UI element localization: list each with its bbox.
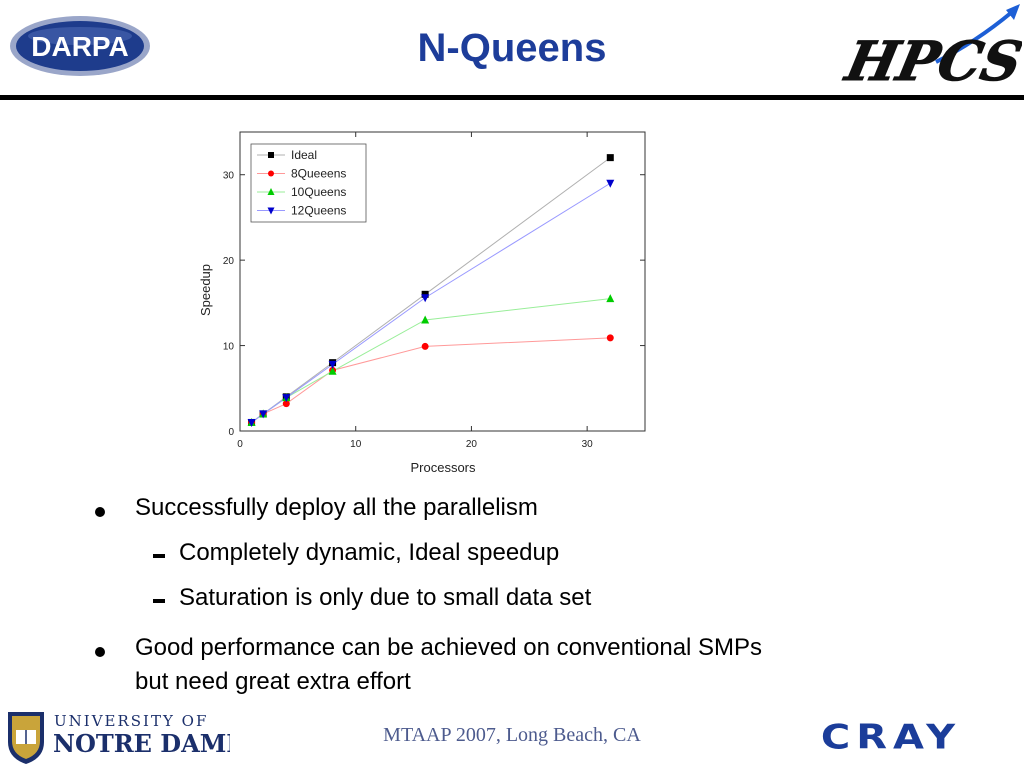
bullet-text-continued: but need great extra effort (135, 668, 411, 695)
y-tick-label: 10 (223, 342, 235, 353)
x-tick-label: 20 (466, 439, 478, 450)
legend-marker (267, 207, 275, 215)
hpcs-logo: HPCS (838, 4, 1022, 90)
data-point-12Queens (259, 410, 268, 419)
bullet-text: Good performance can be achieved on conv… (135, 634, 763, 661)
data-point-12Queens (282, 394, 291, 403)
data-point-10Queens (606, 294, 615, 303)
footer-text: MTAAP 2007, Long Beach, CA (383, 724, 641, 746)
y-tick-label: 20 (223, 256, 235, 267)
sub-bullet-dash (153, 599, 165, 603)
hpcs-logo-text: HPCS (839, 30, 1022, 90)
data-point-8Queeens (606, 334, 614, 342)
speedup-chart: 0 10 20 30 0 10 20 30 Ideal 8Queeens 10Queens 12Que… (198, 131, 646, 475)
data-point-12Queens (328, 360, 337, 369)
cray-logo-text: CRAY (821, 717, 961, 756)
x-tick-label: 0 (237, 439, 243, 450)
sub-bullet-text: Completely dynamic, Ideal speedup (179, 539, 560, 566)
bullet-dot (95, 647, 105, 657)
legend-label: 8Queeens (291, 167, 346, 181)
data-point-Ideal (606, 154, 614, 162)
bullet-dot (95, 507, 105, 517)
legend-marker (267, 188, 275, 195)
notre-dame-logo: UNIVERSITY OF NOTRE DAME (8, 712, 230, 764)
x-axis-label: Processors (410, 460, 476, 475)
bullet-text: Successfully deploy all the parallelism (135, 494, 538, 521)
legend-label: 12Queens (291, 204, 346, 218)
y-axis-label: Speedup (198, 264, 213, 316)
slide-title: N-Queens (417, 26, 607, 70)
y-tick-label: 0 (228, 427, 234, 438)
series-line-8Queeens (251, 337, 611, 423)
darpa-logo-text: DARPA (31, 31, 128, 62)
notre-dame-logo-line1: UNIVERSITY OF (54, 712, 208, 730)
series-line-10Queens (251, 298, 611, 423)
data-point-12Queens (421, 294, 430, 303)
x-tick-label: 30 (582, 439, 594, 450)
sub-bullet-dash (153, 554, 165, 558)
x-tick-label: 10 (350, 439, 362, 450)
data-point-10Queens (421, 315, 430, 324)
plot-area: 0 10 20 30 0 10 20 30 Ideal 8Queeens 10Queens 12Que… (223, 131, 646, 450)
legend-marker (268, 170, 274, 177)
y-tick-label: 30 (223, 171, 235, 182)
cray-logo: CRAY (821, 717, 961, 756)
notre-dame-logo-line2: NOTRE DAME (53, 729, 230, 758)
data-point-12Queens (606, 179, 615, 188)
legend-marker (268, 152, 274, 158)
data-point-8Queeens (421, 342, 429, 350)
plot-frame (239, 131, 646, 432)
data-point-10Queens (328, 366, 337, 375)
header-divider (0, 95, 1024, 100)
legend-label: 10Queens (291, 185, 346, 199)
data-point-8Queeens (282, 400, 290, 408)
legend-label: Ideal (291, 148, 317, 162)
darpa-logo: DARPA (10, 16, 150, 76)
data-point-12Queens (247, 418, 256, 427)
sub-bullet-text: Saturation is only due to small data set (179, 584, 592, 611)
